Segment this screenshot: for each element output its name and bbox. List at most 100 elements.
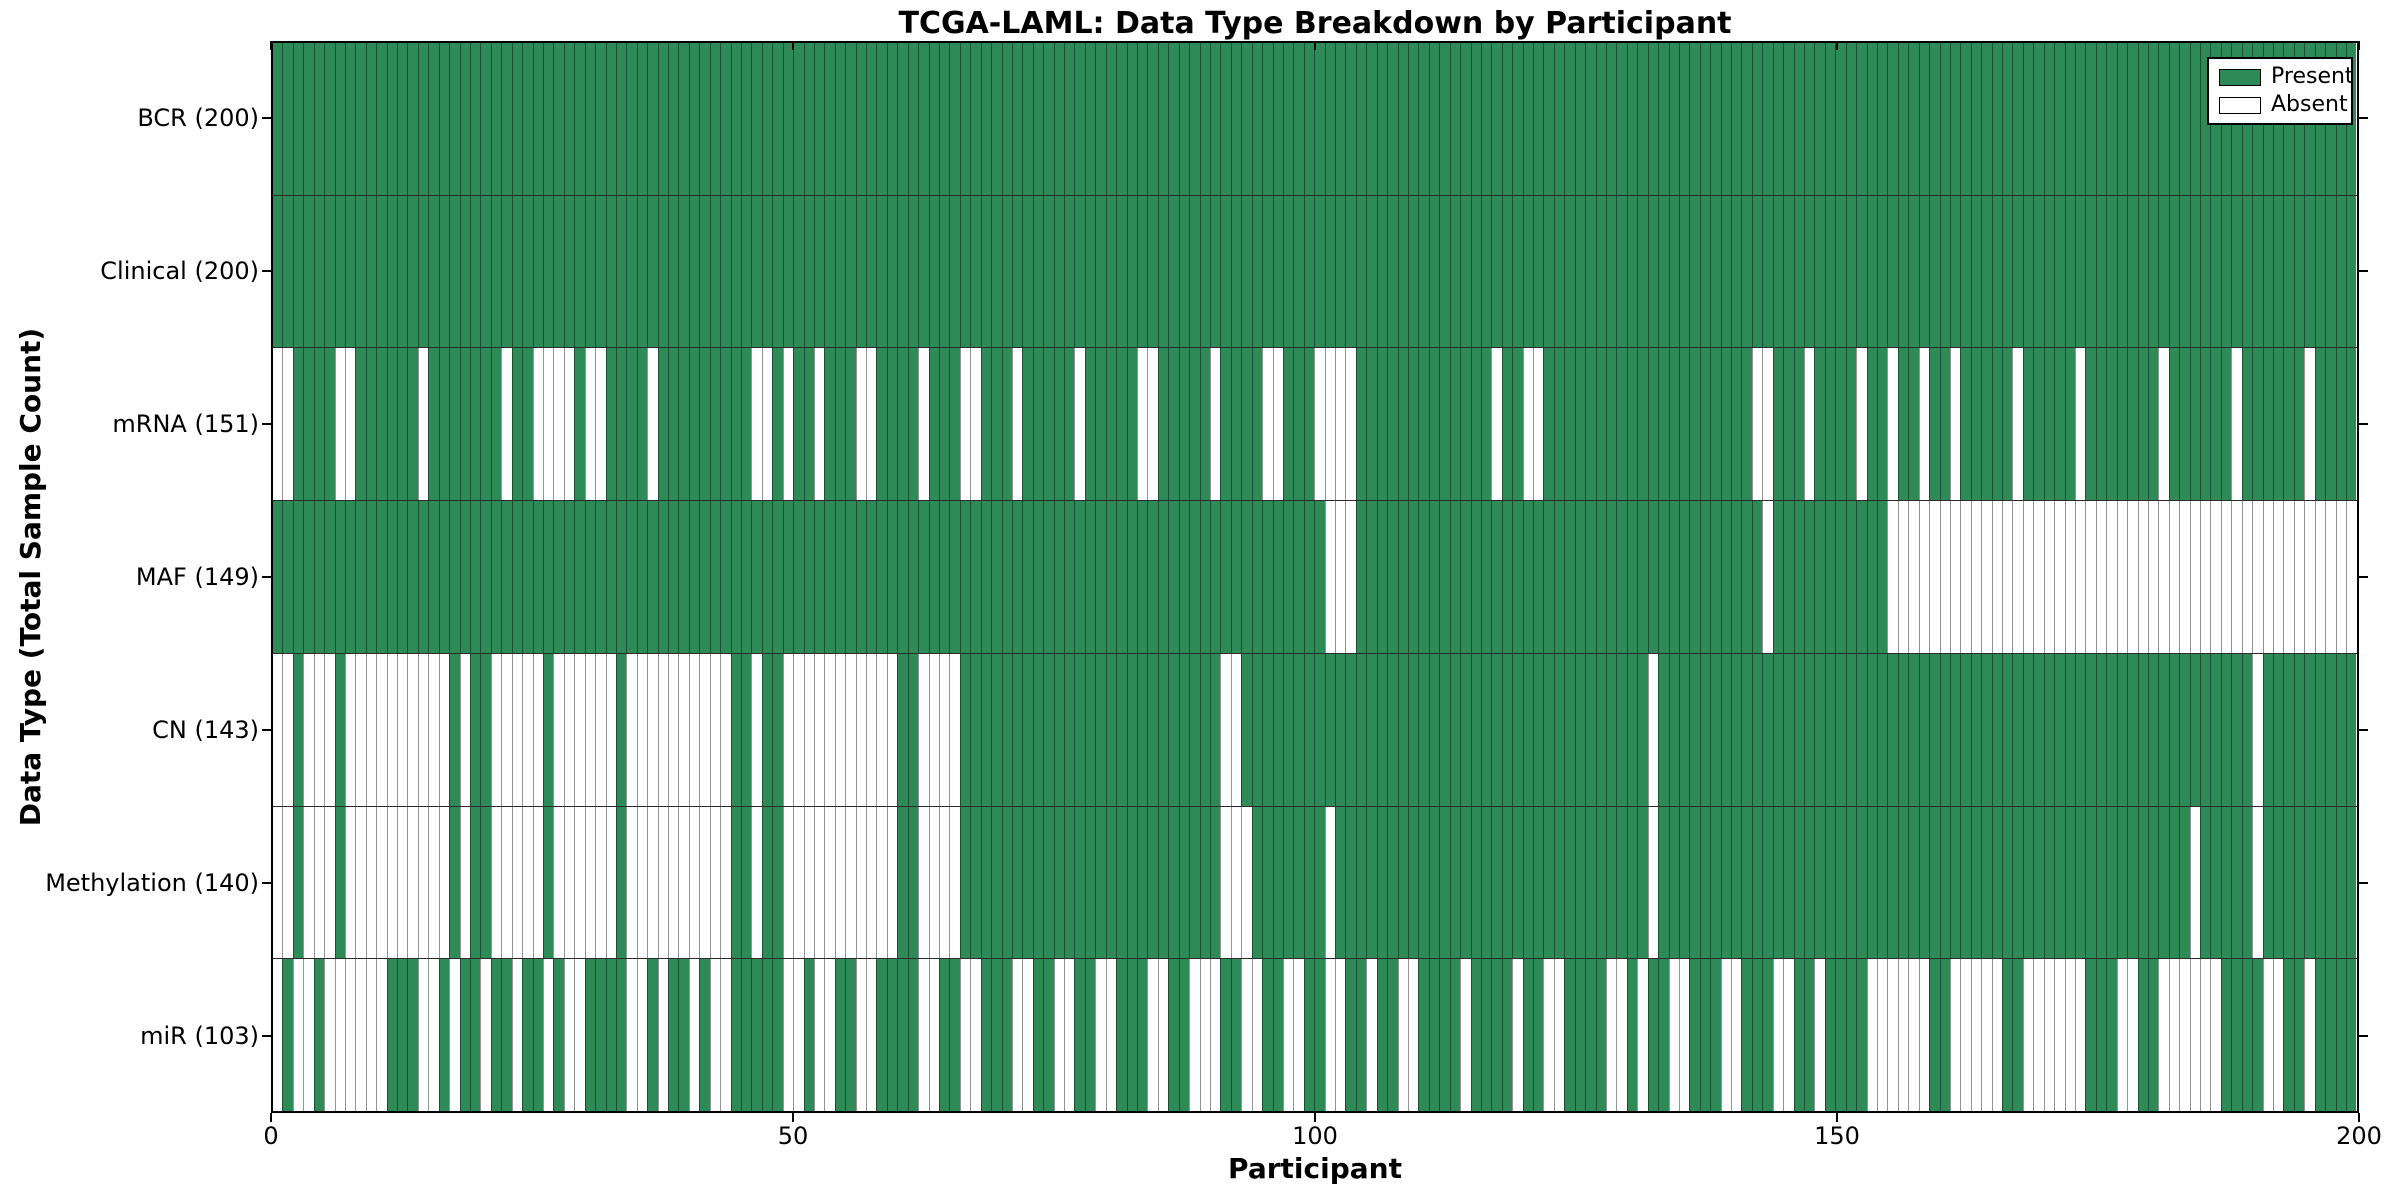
heatmap-cell [282,501,293,653]
heatmap-cell [1168,653,1179,806]
heatmap-cell [2054,501,2065,653]
heatmap-cell [803,348,814,501]
heatmap-cell [1439,959,1450,1112]
heatmap-cell [761,43,773,195]
heatmap-cell [918,348,929,501]
heatmap-cell [2054,653,2065,806]
heatmap-cell [1616,195,1627,348]
heatmap-cell [876,653,887,806]
heatmap-cell [1658,348,1669,501]
heatmap-cell [2043,806,2055,959]
heatmap-cell [1960,195,1971,348]
row-label-MAF: MAF (149) [135,563,259,591]
heatmap-cell [1793,653,1805,806]
heatmap-cell [1428,806,1440,959]
heatmap-cell [459,806,471,959]
heatmap-cell [959,959,971,1112]
heatmap-cell [1553,806,1565,959]
heatmap-cell [2168,195,2180,348]
heatmap-cell [480,806,491,959]
heatmap-cell [2127,653,2138,806]
heatmap-cell [1720,195,1732,348]
heatmap-cell [553,195,564,348]
heatmap-cell [824,959,835,1112]
heatmap-cell [1407,806,1419,959]
heatmap-cell [1407,348,1419,501]
heatmap-cell [542,806,554,959]
heatmap-cell [303,806,314,959]
heatmap-cell [1908,806,1919,959]
heatmap-cell [793,806,804,959]
heatmap-cell [1470,348,1481,501]
heatmap-cell [292,348,304,501]
heatmap-cell [532,43,543,195]
heatmap-cell [1804,959,1815,1112]
heatmap-cell [772,501,783,653]
heatmap-cell [2273,348,2284,501]
heatmap-cell [1157,501,1169,653]
heatmap-cell [2106,959,2117,1112]
heatmap-cell [1168,501,1179,653]
heatmap-cell [782,348,794,501]
heatmap-cell [1699,195,1711,348]
heatmap-cell [282,195,293,348]
heatmap-cell [1512,653,1523,806]
heatmap-cell [584,195,596,348]
heatmap-cell [1970,653,1982,806]
heatmap-cell [1001,195,1012,348]
heatmap-cell [1011,959,1023,1112]
heatmap-cell [303,195,314,348]
x-tick-top [792,41,794,50]
heatmap-cell [1522,501,1534,653]
heatmap-cell [1439,348,1450,501]
heatmap-cell [1147,348,1158,501]
heatmap-cell [490,806,502,959]
heatmap-cell [2179,43,2190,195]
heatmap-cell [1272,348,1283,501]
heatmap-cell [595,959,606,1112]
heatmap-cell [2033,806,2044,959]
heatmap-cell [2116,959,2128,1112]
heatmap-cell [2293,959,2305,1112]
heatmap-cell [1699,959,1711,1112]
heatmap-cell [595,43,606,195]
heatmap-cell [1387,959,1398,1112]
heatmap-cell [376,348,387,501]
heatmap-cell [1022,653,1033,806]
heatmap-cell [709,653,721,806]
heatmap-cell [668,501,679,653]
heatmap-cell [699,501,710,653]
heatmap-cell [1272,195,1283,348]
heatmap-cell [761,348,773,501]
heatmap-cell [709,195,721,348]
heatmap-cell [1991,806,2003,959]
heatmap-cell [2314,195,2326,348]
heatmap-cell [1918,195,1930,348]
heatmap-cell [1262,806,1273,959]
heatmap-cell [1793,806,1805,959]
heatmap-cell [574,653,585,806]
x-tick-label: 0 [263,1122,279,1150]
heatmap-cell [2002,195,2013,348]
heatmap-cell [1949,43,1961,195]
heatmap-cell [803,43,814,195]
heatmap-cell [449,959,460,1112]
heatmap-cell [1251,806,1263,959]
heatmap-cell [459,195,471,348]
heatmap-cell [866,195,877,348]
heatmap-cell [1689,959,1700,1112]
heatmap-cell [397,43,408,195]
heatmap-cell [1626,806,1638,959]
heatmap-cell [2002,653,2013,806]
heatmap-cell [1991,653,2003,806]
heatmap-cell [1262,501,1273,653]
heatmap-row-Methylation [273,806,2357,960]
heatmap-cell [1824,959,1836,1112]
heatmap-cell [1230,348,1242,501]
heatmap-row-miR [273,959,2357,1112]
heatmap-cell [615,195,627,348]
heatmap-cell [1606,43,1617,195]
heatmap-cell [699,806,710,959]
heatmap-cell [324,959,335,1112]
heatmap-cell [1032,195,1044,348]
